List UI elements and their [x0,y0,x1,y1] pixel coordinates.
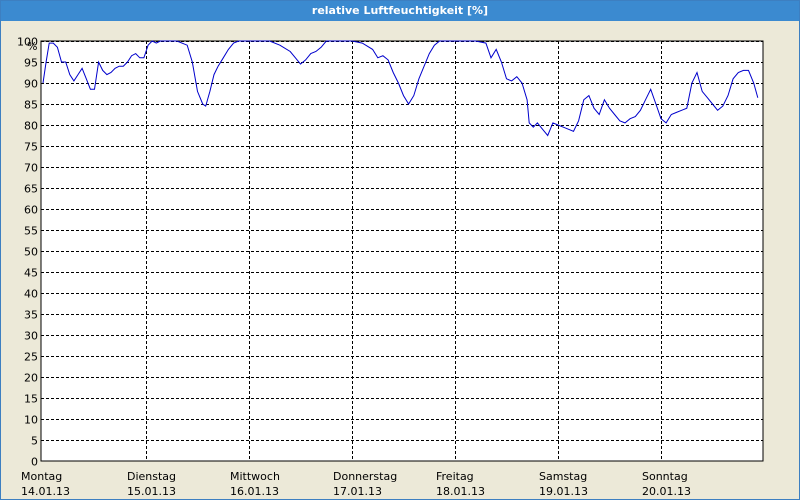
x-tick-day-name: Freitag [436,470,474,483]
x-tick-date: 18.01.13 [436,485,485,498]
x-tick-date: 14.01.13 [21,485,70,498]
x-tick-day-name: Montag [21,470,62,483]
chart-title: relative Luftfeuchtigkeit [%] [1,1,799,21]
y-axis-label: % [27,40,37,53]
y-tick-label: 45 [24,267,38,280]
x-tick-date: 20.01.13 [642,485,691,498]
y-tick-label: 25 [24,351,38,364]
y-tick-label: 5 [31,435,38,448]
x-tick-day-name: Dienstag [127,470,176,483]
y-tick-label: 0 [31,456,38,469]
y-tick-label: 65 [24,183,38,196]
series-line-humidity [42,40,759,137]
y-tick-label: 70 [24,162,38,175]
y-tick-label: 15 [24,393,38,406]
x-axis-ticks: Montag 14.01.13 Dienstag 15.01.13 Mittwoch 16… [21,470,691,498]
x-tick-date: 17.01.13 [333,485,382,498]
x-tick-day-name: Samstag [539,470,587,483]
y-tick-label: 50 [24,246,38,259]
x-tick-date: 16.01.13 [230,485,279,498]
y-tick-label: 60 [24,204,38,217]
y-tick-label: 40 [24,288,38,301]
y-tick-label: 95 [24,57,38,70]
x-tick-day-name: Sonntag [642,470,688,483]
y-tick-label: 90 [24,78,38,91]
y-tick-label: 30 [24,330,38,343]
y-tick-label: 35 [24,309,38,322]
y-tick-label: 75 [24,141,38,154]
x-tick-day-name: Donnerstag [333,470,397,483]
x-tick-date: 15.01.13 [127,485,176,498]
y-tick-label: 85 [24,99,38,112]
y-tick-label: 100 [17,36,38,49]
y-tick-label: 10 [24,414,38,427]
x-tick-date: 19.01.13 [539,485,588,498]
y-axis-ticks: 0 5 10 15 20 25 30 35 40 45 50 55 60 65 70 75 80 85 90 95 10… [17,36,38,469]
y-tick-label: 55 [24,225,38,238]
y-tick-label: 20 [24,372,38,385]
y-tick-label: 80 [24,120,38,133]
x-tick-day-name: Mittwoch [230,470,280,483]
